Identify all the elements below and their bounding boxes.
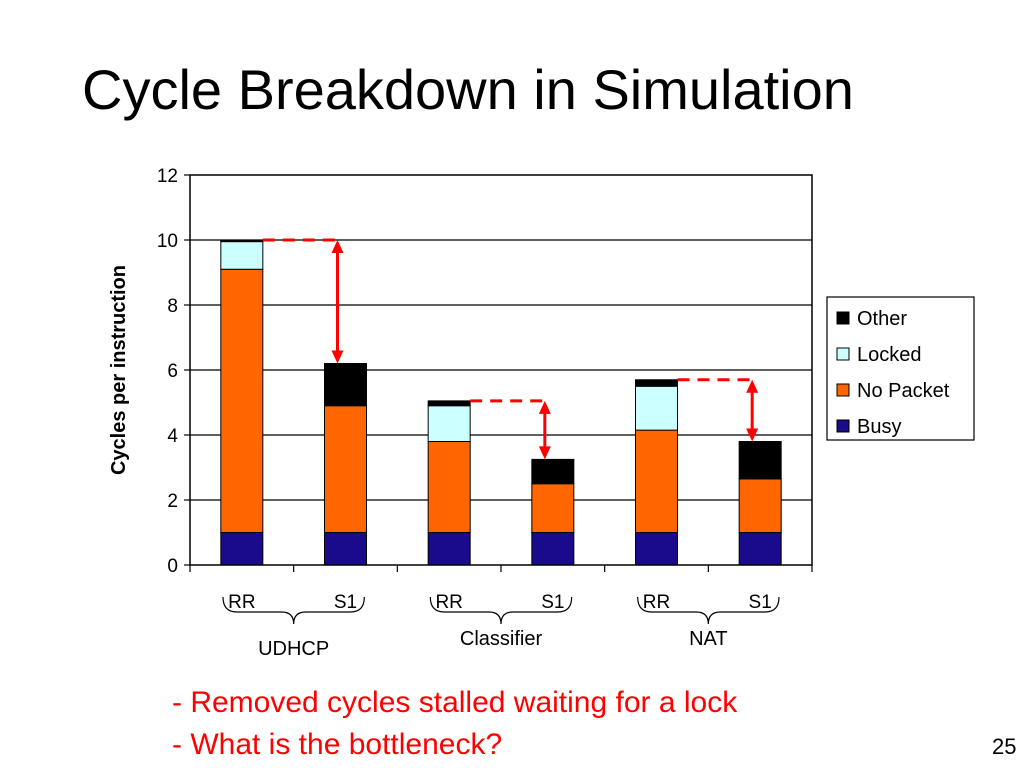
bullet-removed-cycles: - Removed cycles stalled waiting for a l…: [172, 686, 738, 719]
bar-segment-other: [635, 379, 678, 387]
x-category-label: S1: [541, 592, 564, 613]
bar-segment-busy: [427, 532, 471, 566]
reduction-arrow-head-bottom: [746, 428, 759, 442]
page-number: 25: [992, 734, 1017, 759]
bar-segment-no-packet: [427, 441, 471, 533]
y-tick-label: 0: [167, 556, 178, 577]
legend-box: [826, 296, 975, 441]
group-label: Classifier: [460, 628, 543, 650]
bar-segment-other: [531, 458, 575, 485]
gridlines: [190, 239, 812, 501]
legend-swatch: [836, 419, 850, 433]
reduction-arrow-head-bottom: [331, 350, 344, 364]
bar-segment-busy: [220, 532, 264, 566]
bar-segment-no-packet: [324, 405, 367, 533]
x-category-label: S1: [334, 592, 357, 613]
y-tick-label: 4: [167, 426, 178, 447]
bar-segment-no-packet: [220, 268, 264, 533]
slide-title: Cycle Breakdown in Simulation: [82, 58, 854, 121]
y-tick-label: 8: [167, 296, 178, 317]
x-category-label: S1: [749, 592, 772, 613]
y-axis-label: Cycles per instruction: [108, 265, 130, 475]
axes: 0 2 4 6 8 10 12 RR S1 RR S1 RR S1: [157, 166, 813, 613]
bar-segment-other: [427, 400, 471, 407]
bar-segment-busy: [531, 532, 575, 566]
reduction-arrow-head-top: [538, 400, 551, 414]
bar-segment-busy: [738, 532, 782, 566]
bar-segment-no-packet: [531, 483, 575, 533]
y-tick-label: 2: [167, 491, 178, 512]
y-tick-label: 12: [157, 166, 178, 187]
bar-segment-no-packet: [635, 429, 678, 533]
legend-swatch: [836, 347, 850, 361]
x-category-label: RR: [643, 592, 670, 613]
legend: Other Locked No Packet Busy: [826, 296, 975, 441]
reduction-arrow-head-top: [746, 379, 759, 393]
reduction-arrow-head-top: [331, 240, 344, 253]
legend-swatch: [836, 383, 850, 397]
group-brace: [222, 596, 365, 625]
reduction-arrow-head-bottom: [538, 446, 551, 460]
bar-segment-locked: [635, 385, 678, 431]
x-category-label: RR: [435, 592, 462, 613]
legend-label: No Packet: [857, 380, 950, 402]
legend-label: Other: [857, 308, 907, 330]
bar-segment-busy: [635, 532, 678, 566]
bar-segment-busy: [324, 532, 367, 566]
bar-segment-locked: [427, 405, 471, 442]
group-label: NAT: [689, 628, 728, 650]
group-brace: [429, 596, 573, 625]
category-groups: UDHCP Classifier NAT: [222, 596, 780, 660]
group-label: UDHCP: [258, 638, 329, 660]
bar-segment-no-packet: [738, 478, 782, 533]
bar-segment-other: [324, 363, 367, 407]
bars: [220, 239, 782, 566]
legend-label: Locked: [857, 344, 922, 366]
y-tick-label: 10: [157, 231, 178, 252]
group-brace: [637, 596, 780, 625]
x-category-label: RR: [228, 592, 255, 613]
reduction-annotations: [262, 238, 759, 460]
legend-swatch: [836, 311, 850, 325]
y-tick-label: 6: [167, 361, 178, 382]
bar-segment-locked: [220, 241, 264, 270]
bullet-bottleneck-question: - What is the bottleneck?: [172, 728, 503, 761]
legend-label: Busy: [857, 416, 901, 438]
bar-segment-other: [738, 441, 782, 480]
bar-segment-other: [220, 239, 264, 243]
